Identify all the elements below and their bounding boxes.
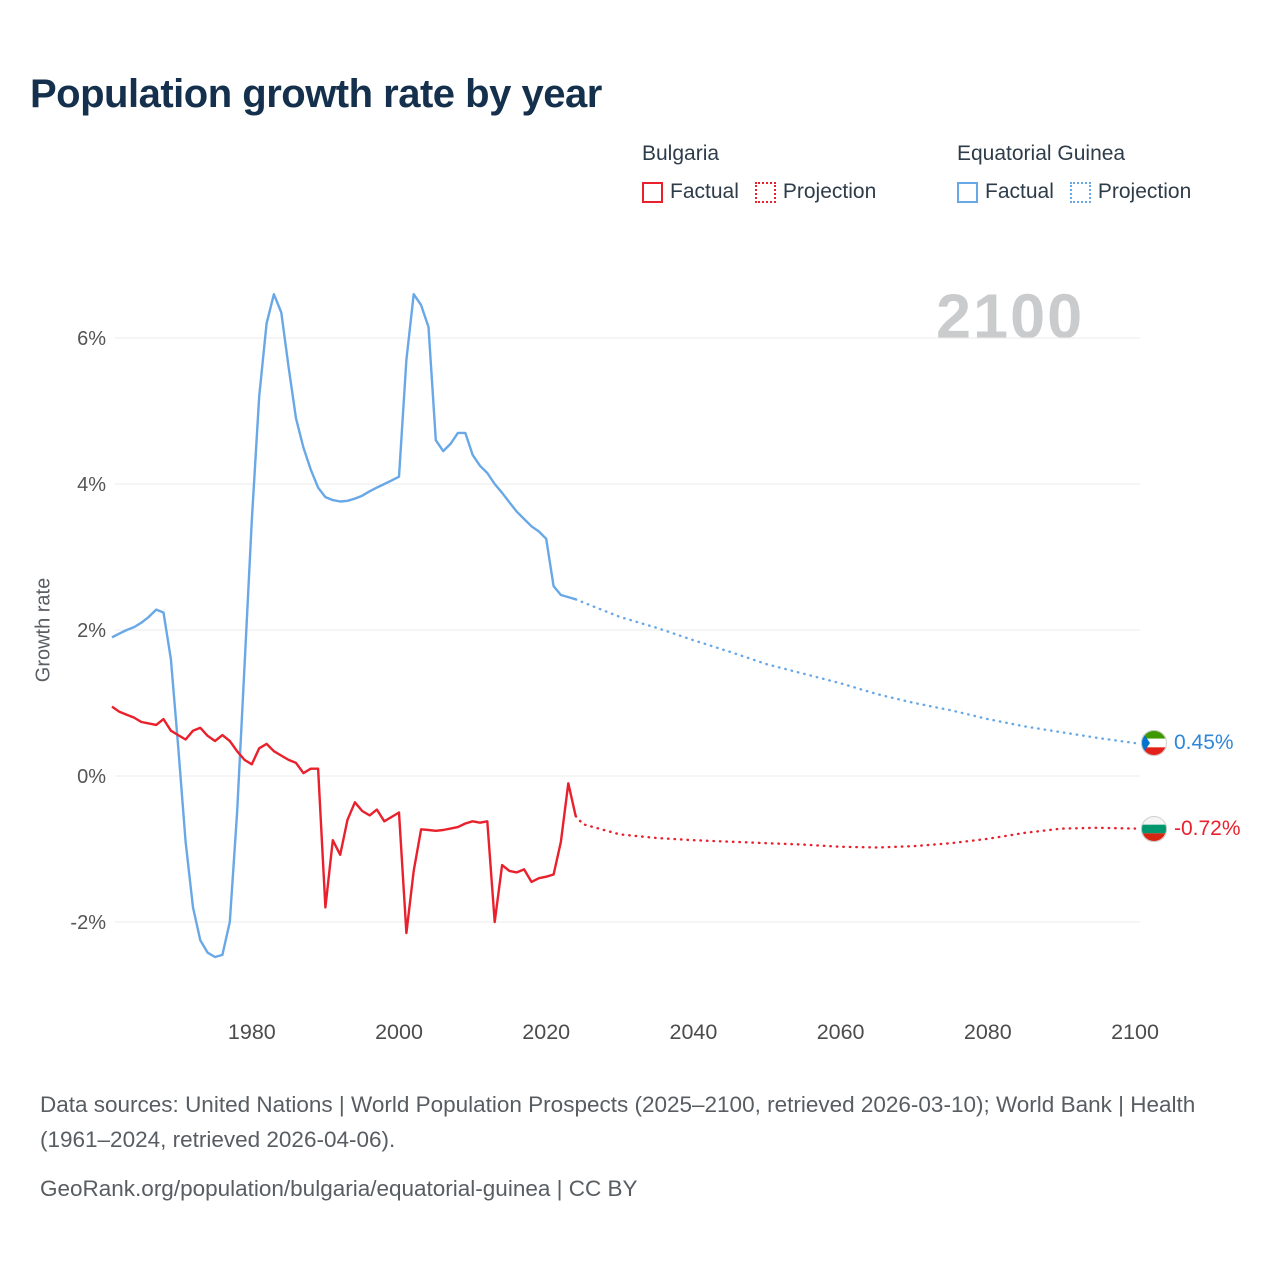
legend-swatch-bulgaria-projection [754, 181, 776, 203]
watermark-year: 2100 [936, 282, 1085, 352]
attribution-text: GeoRank.org/population/bulgaria/equatori… [40, 1175, 638, 1201]
legend-bulgaria-factual[interactable]: Factual [642, 180, 739, 204]
x-axis-tick-label: 2000 [375, 1020, 423, 1044]
legend-equatorial-guinea-projection[interactable]: Projection [1069, 180, 1192, 204]
x-axis-tick-label: 2020 [522, 1020, 570, 1044]
y-axis-tick-label: 2% [77, 620, 106, 642]
end-value-bulgaria: -0.72% [1174, 817, 1241, 840]
x-axis-tick-label: 1980 [228, 1020, 276, 1044]
legend-group-bulgaria-name: Bulgaria [642, 142, 720, 165]
bulgaria-projection-line [574, 814, 1137, 849]
equatorial-guinea-flag-icon [1141, 730, 1167, 756]
x-axis-tick-label: 2100 [1111, 1020, 1159, 1044]
x-axis-tick-label: 2060 [817, 1020, 865, 1044]
bulgaria-factual-line [111, 705, 577, 935]
legend-row-equatorial-guinea: Factual Projection [957, 180, 1191, 204]
legend-swatch-equatorial-guinea-projection [1069, 181, 1091, 203]
y-axis-tick-label: 0% [77, 766, 106, 788]
y-axis-tick-label: 4% [77, 474, 106, 496]
legend-group-equatorial-guinea-name: Equatorial Guinea [957, 142, 1126, 165]
y-axis-tick-label: 6% [77, 328, 106, 350]
legend-swatch-bulgaria-factual [642, 181, 663, 203]
end-value-equatorial-guinea: 0.45% [1174, 731, 1234, 754]
y-axis-tick-label: -2% [70, 912, 106, 934]
legend-row-bulgaria: Factual Projection [642, 180, 876, 204]
legend-equatorial-guinea-factual-label: Factual [985, 180, 1054, 203]
legend-group-bulgaria: Bulgaria Factual Projection [642, 142, 876, 204]
legend-bulgaria-factual-label: Factual [670, 180, 739, 203]
equatorial-guinea-projection-line [574, 598, 1137, 745]
legend-equatorial-guinea-factual[interactable]: Factual [957, 180, 1054, 204]
legend-swatch-equatorial-guinea-factual [957, 181, 978, 203]
legend-bulgaria-projection[interactable]: Projection [754, 180, 877, 204]
x-axis-tick-label: 2080 [964, 1020, 1012, 1044]
end-label-bulgaria: -0.72% [1141, 816, 1241, 842]
x-axis-tick-label: 2040 [669, 1020, 717, 1044]
legend-equatorial-guinea-projection-label: Projection [1097, 180, 1192, 203]
bulgaria-flag-icon [1141, 816, 1167, 842]
equatorial-guinea-factual-line [111, 293, 577, 959]
legend-group-equatorial-guinea: Equatorial Guinea Factual Projection [957, 142, 1191, 204]
footer: Data sources: United Nations | World Pop… [40, 1088, 1230, 1207]
page-title: Population growth rate by year [30, 72, 602, 116]
end-label-equatorial-guinea: 0.45% [1141, 730, 1234, 756]
data-sources-text: Data sources: United Nations | World Pop… [40, 1092, 1196, 1152]
legend-bulgaria-projection-label: Projection [782, 180, 877, 203]
